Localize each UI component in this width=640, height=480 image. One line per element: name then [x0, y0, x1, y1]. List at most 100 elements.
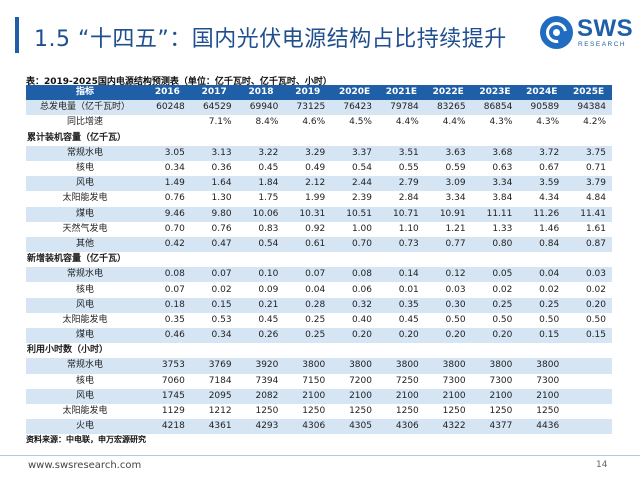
table-cell: 1250: [284, 403, 332, 420]
table-row: 其他 0.42 0.47 0.54 0.61 0.70 0.73 0.77 0.80 0.84 0.…: [26, 236, 612, 253]
table-cell: 10.31: [284, 206, 332, 222]
table-row: 煤电 0.46 0.34 0.26 0.25 0.20 0.20 0.20 0.20 0.15 0.…: [26, 328, 612, 344]
table-cell: 3800: [377, 358, 425, 374]
table-cell: 7394: [237, 373, 285, 389]
table-cell: 0.25: [518, 297, 566, 313]
sws-logo-icon: [540, 16, 573, 49]
table-cell: 4377: [471, 419, 519, 435]
table-cell: 7060: [144, 373, 191, 389]
table-cell: 4436: [518, 419, 566, 435]
table-cell: 0.02: [565, 282, 612, 298]
table-cell: 0.10: [237, 267, 285, 283]
table-cell: 0.35: [377, 297, 425, 313]
table-cell: 0.70: [144, 221, 191, 237]
row-label: 常规水电: [26, 358, 144, 374]
table-cell: 2100: [331, 388, 378, 404]
column-header-year: 2016: [144, 85, 191, 101]
table-cell: 4218: [144, 419, 191, 435]
table-cell: 0.20: [424, 328, 472, 344]
table-cell: 0.12: [424, 267, 472, 283]
table-cell: 3.75: [565, 145, 612, 161]
table-cell: 0.03: [424, 282, 472, 298]
table-cell: 0.28: [284, 297, 332, 313]
table-cell: 0.07: [190, 267, 238, 283]
table-cell: 0.06: [331, 282, 378, 298]
table-cell: [565, 388, 612, 404]
table-cell: 0.20: [331, 328, 378, 344]
table-cell: 7150: [284, 373, 332, 389]
table-cell: [144, 115, 191, 131]
forecast-table: 指标 2016 2017 2018 2019 2020E 2021E 2022E 2023E 20…: [26, 85, 612, 435]
table-cell: 3800: [331, 358, 378, 374]
table-cell: 0.55: [377, 160, 425, 177]
row-label: 太阳能发电: [26, 403, 144, 420]
table-cell: 3.68: [471, 145, 519, 161]
table-cell: 90589: [518, 100, 566, 116]
table-row: 太阳能发电 1129 1212 1250 1250 1250 1250 1250 1250 125…: [26, 403, 612, 420]
table-cell: 0.08: [331, 267, 378, 283]
table-cell: 0.76: [190, 221, 238, 237]
row-label: 其他: [26, 236, 144, 253]
table-cell: 3800: [518, 358, 566, 374]
table-caption: 表：2019-2025国内电源结构预测表（单位：亿千瓦时、亿千瓦时、小时）: [26, 77, 332, 87]
column-header-year: 2023E: [471, 85, 519, 101]
table-row: 天然气发电 0.70 0.76 0.83 0.92 1.00 1.10 1.21 1.33 1.4…: [26, 221, 612, 237]
row-label: 煤电: [26, 328, 144, 344]
table-cell: 0.50: [565, 312, 612, 328]
table-cell: 2100: [377, 388, 425, 404]
table-cell: 94384: [565, 100, 612, 116]
table-cell: 9.80: [190, 206, 238, 222]
table-cell: 0.07: [284, 267, 332, 283]
table-cell: 4322: [424, 419, 472, 435]
table-cell: 4306: [377, 419, 425, 435]
table-cell: 0.71: [565, 160, 612, 177]
table-row: 太阳能发电 0.35 0.53 0.45 0.25 0.40 0.45 0.50 0.50 0.5…: [26, 312, 612, 328]
table-cell: 3.84: [471, 191, 519, 207]
table-cell: 2.12: [284, 176, 332, 192]
table-cell: 1212: [190, 403, 238, 420]
table-cell: 0.40: [331, 312, 378, 328]
table-cell: 0.67: [518, 160, 566, 177]
table-row: 常规水电 3753 3769 3920 3800 3800 3800 3800 3800 3800: [26, 358, 612, 374]
footer-url[interactable]: www.swsresearch.com: [28, 460, 142, 471]
table-cell: 4.3%: [518, 115, 566, 131]
table-row: 火电 4218 4361 4293 4306 4305 4306 4322 4377 4436: [26, 419, 612, 435]
table-cell: 0.54: [237, 236, 285, 253]
table-cell: 0.15: [565, 328, 612, 344]
table-cell: 1.10: [377, 221, 425, 237]
table-cell: 0.73: [377, 236, 425, 253]
table-cell: [565, 358, 612, 374]
table-cell: 1250: [471, 403, 519, 420]
table-cell: 4306: [284, 419, 332, 435]
column-header-year: 2018: [237, 85, 285, 101]
table-cell: 7200: [331, 373, 378, 389]
table-row: 煤电 9.46 9.80 10.06 10.31 10.51 10.71 10.91 11.11…: [26, 206, 612, 222]
table-cell: 1745: [144, 388, 191, 404]
section-label: 利用小时数（小时）: [26, 343, 612, 359]
section-label: 累计装机容量（亿千瓦）: [26, 130, 612, 146]
table-cell: 0.15: [518, 328, 566, 344]
table-cell: 3.22: [237, 145, 285, 161]
table-row: 核电 7060 7184 7394 7150 7200 7250 7300 7300 7300: [26, 373, 612, 389]
source-note: 资料来源：中电联，申万宏源研究: [26, 435, 146, 444]
table-cell: 1.30: [190, 191, 238, 207]
table-cell: 0.63: [471, 160, 519, 177]
column-header-indicator: 指标: [26, 85, 144, 101]
table-cell: 0.35: [144, 312, 191, 328]
table-cell: 0.45: [237, 312, 285, 328]
table-cell: 4.6%: [284, 115, 332, 131]
table-cell: 0.50: [518, 312, 566, 328]
table-row: 常规水电 3.05 3.13 3.22 3.29 3.37 3.51 3.63 3.68 3.72…: [26, 145, 612, 161]
table-cell: 1.46: [518, 221, 566, 237]
column-header-year: 2019: [284, 85, 332, 101]
table-cell: 0.04: [518, 267, 566, 283]
table-cell: [565, 403, 612, 420]
table-row: 风电 0.18 0.15 0.21 0.28 0.32 0.35 0.30 0.25 0.25 0.…: [26, 297, 612, 313]
table-cell: 0.20: [471, 328, 519, 344]
table-cell: [565, 419, 612, 435]
table-cell: 2.84: [377, 191, 425, 207]
table-cell: 0.34: [144, 160, 191, 177]
table-cell: 1250: [331, 403, 378, 420]
table-cell: 1250: [424, 403, 472, 420]
table-cell: 0.46: [144, 328, 191, 344]
